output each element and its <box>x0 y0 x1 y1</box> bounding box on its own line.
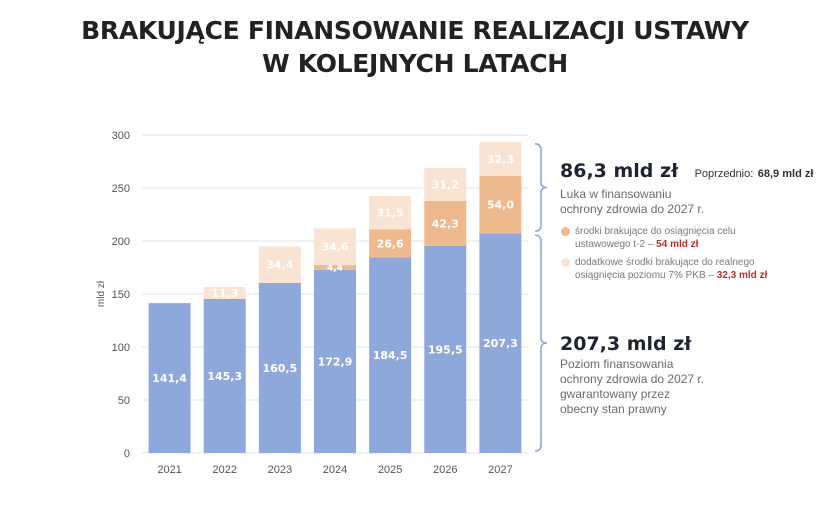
y-tick-label: 150 <box>112 289 130 301</box>
bar-segment <box>203 298 246 453</box>
y-tick-label: 300 <box>112 130 130 142</box>
bar-segment <box>314 265 356 270</box>
chart-title: BRAKUJĄCE FINANSOWANIE REALIZACJI USTAWY… <box>0 14 830 80</box>
data-label: 141,4 <box>152 372 187 385</box>
x-tick-label: 2023 <box>268 464 292 476</box>
bar-segment <box>314 269 356 453</box>
y-tick-label: 50 <box>118 395 130 407</box>
bar-segment <box>148 303 191 453</box>
base-desc-line-4: obecny stan prawny <box>560 402 667 416</box>
data-label: 26,6 <box>377 237 404 250</box>
base-amount: 207,3 mld zł <box>560 333 692 355</box>
legend1-line-1: środki brakujące do osiągnięcia celu <box>575 226 736 237</box>
data-label: 160,5 <box>262 362 297 375</box>
gap-desc-line-1: Luka w finansowaniu <box>560 187 672 201</box>
base-description: Poziom finansowania ochrony zdrowia do 2… <box>560 357 704 417</box>
bar-segment <box>424 200 467 246</box>
x-tick-label: 2024 <box>323 464 347 476</box>
x-tick-label: 2027 <box>488 464 512 476</box>
gap-description: Luka w finansowaniu ochrony zdrowia do 2… <box>560 187 704 217</box>
title-line-1: BRAKUJĄCE FINANSOWANIE REALIZACJI USTAWY <box>81 16 749 45</box>
data-label: 34,4 <box>266 259 293 272</box>
x-tick-label: 2025 <box>378 464 402 476</box>
bar-segment <box>479 176 522 234</box>
data-label: 184,5 <box>373 349 408 362</box>
bar-segment <box>479 141 522 177</box>
title-line-2: W KOLEJNYCH LATACH <box>262 49 568 78</box>
bar-segment <box>479 233 522 453</box>
bar-segment <box>203 287 246 299</box>
y-tick-label: 0 <box>124 448 130 460</box>
x-tick-label: 2021 <box>157 464 181 476</box>
legend1-line-2: ustawowego t-2 – <box>575 239 654 250</box>
legend2-line-1: dodatkowe środki brakujące do realnego <box>575 257 755 268</box>
legend1-value: 54 mld zł <box>656 239 699 250</box>
gap-desc-line-2: ochrony zdrowia do 2027 r. <box>560 202 705 216</box>
gap-amount: 86,3 mld zł <box>560 160 679 182</box>
y-tick-label: 100 <box>112 342 130 354</box>
legend-dot-t2 <box>561 227 570 236</box>
data-label: 31,5 <box>377 206 404 219</box>
data-label: 11,3 <box>211 287 238 300</box>
x-tick-label: 2026 <box>433 464 457 476</box>
data-label: 172,9 <box>318 355 353 368</box>
bar-segment <box>258 282 301 453</box>
legend2-value: 32,3 mld zł <box>716 270 768 281</box>
data-label: 145,3 <box>207 370 242 383</box>
bar-segment <box>258 246 301 283</box>
y-axis-label: mld zł <box>96 280 107 307</box>
data-label: 31,2 <box>432 178 459 191</box>
gap-bracket <box>534 142 548 233</box>
data-label: 195,5 <box>428 343 463 356</box>
legend2-line-2: osiągnięcia poziomu 7% PKB – <box>575 270 714 281</box>
y-tick-label: 200 <box>112 236 130 248</box>
previous-label: Poprzednio: <box>694 168 754 180</box>
legend-item-t2: środki brakujące do osiągnięcia celu ust… <box>575 225 736 251</box>
data-label: 207,3 <box>483 337 518 350</box>
data-label: 34,6 <box>321 241 348 254</box>
base-desc-line-1: Poziom finansowania <box>560 357 674 371</box>
x-tick-label: 2022 <box>212 464 236 476</box>
data-label: 32,3 <box>487 153 514 166</box>
bar-segment <box>369 195 412 230</box>
data-label: 42,3 <box>432 217 459 230</box>
bar-segment <box>314 228 356 266</box>
base-desc-line-3: gwarantowany przez <box>560 387 671 401</box>
bar-segment <box>369 257 412 453</box>
bar-segment <box>424 167 467 201</box>
gap-annotation: 86,3 mld zł Poprzednio: 68,9 mld zł <box>560 160 813 182</box>
base-desc-line-2: ochrony zdrowia do 2027 r. <box>560 372 705 386</box>
data-label: 54,0 <box>487 199 514 212</box>
legend-dot-extra <box>561 258 570 267</box>
base-bracket <box>534 234 548 452</box>
bar-segment <box>369 229 412 258</box>
previous-value: 68,9 mld zł <box>757 168 814 180</box>
data-label: 4,4 <box>327 264 343 274</box>
y-tick-label: 250 <box>112 183 130 195</box>
bar-segment <box>424 245 467 453</box>
legend-item-extra: dodatkowe środki brakujące do realnego o… <box>575 256 767 282</box>
